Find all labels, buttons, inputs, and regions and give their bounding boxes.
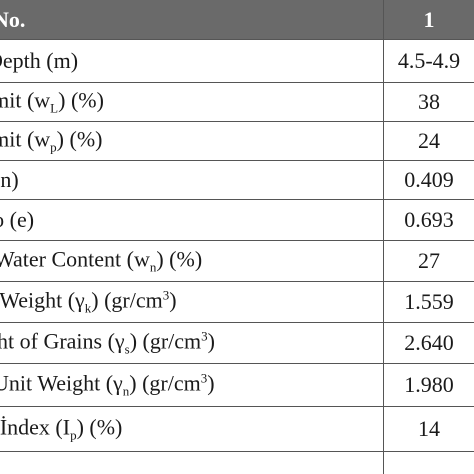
property-label-pre: io (e) (0, 206, 35, 232)
property-cell: io (e) (0, 199, 383, 240)
property-cell: ght of Grains (γs) (gr/cm3) (0, 322, 383, 363)
value-cell: 1.980 (384, 363, 474, 406)
property-label-pre: imit (w (0, 87, 51, 112)
header-label-cell: No. (0, 0, 383, 39)
property-cell: r İndex (Ip) (%) (0, 406, 383, 451)
property-cell: Water Content (wn) (%) (0, 240, 383, 281)
row-divider (0, 240, 474, 241)
property-label-mid: ) (%) (156, 246, 203, 271)
property-value: 2.640 (404, 329, 454, 355)
header-value-cell: 1 (384, 0, 474, 39)
property-cell: Depth (m) (0, 39, 383, 82)
property-cell: t Weight (γk) (gr/cm3) (0, 281, 383, 322)
property-cell: imit (wp) (%) (0, 121, 383, 160)
property-label-pre: Depth (m) (0, 47, 79, 73)
row-divider (0, 363, 474, 364)
value-cell: 2.640 (384, 322, 474, 363)
property-label: t Weight (γk) (gr/cm3) (0, 287, 177, 316)
table-row: r İndex (Ip) (%) 14 (0, 406, 474, 451)
property-label-sup: 3 (162, 287, 170, 302)
property-label-sub: n (122, 383, 130, 398)
row-divider (0, 281, 474, 282)
property-label-sup: 3 (201, 328, 208, 343)
property-label-sub: k (84, 300, 92, 315)
table-row: (n) 0.409 (0, 160, 474, 199)
row-divider (0, 406, 474, 407)
property-value: 27 (418, 247, 440, 273)
property-value: 0.693 (404, 206, 454, 232)
property-label: (n) (0, 167, 19, 193)
row-divider (0, 39, 474, 40)
table-row: imit (wL) (%) 38 (0, 82, 474, 121)
property-value: 24 (418, 127, 440, 153)
property-cell: imit (wL) (%) (0, 82, 383, 121)
table-row: t Weight (γk) (gr/cm3) 1.559 (0, 281, 474, 322)
property-label-mid: ) (%) (76, 414, 123, 439)
property-label-pre: Unit Weight (γ (0, 370, 123, 395)
property-label: Depth (m) (0, 48, 78, 74)
property-label: io (e) (0, 207, 34, 233)
property-label-mid: ) (%) (58, 87, 104, 112)
value-cell: 1.559 (384, 281, 474, 322)
value-cell: 27 (384, 240, 474, 281)
row-divider (0, 160, 474, 161)
property-label-sub: p (70, 427, 77, 442)
property-label-sub: s (124, 341, 130, 356)
value-cell: 0.693 (384, 199, 474, 240)
column-divider (383, 0, 384, 474)
property-label-pre: r İndex (I (0, 414, 71, 439)
property-label: Unit Weight (γn) (gr/cm3) (0, 370, 215, 399)
property-label-pre: imit (w (0, 126, 51, 151)
property-label-sub: L (50, 100, 59, 115)
row-divider (0, 121, 474, 122)
property-label: imit (wp) (%) (0, 126, 102, 155)
property-label-mid: ) (gr/cm (129, 370, 201, 395)
property-cell: (n) (0, 160, 383, 199)
property-label-pre: (n) (0, 166, 19, 192)
property-label: Water Content (wn) (%) (0, 246, 202, 275)
property-label-mid: ) (gr/cm (91, 287, 163, 312)
property-value: 38 (418, 88, 440, 114)
property-value: 14 (418, 415, 440, 441)
property-value: 4.5-4.9 (397, 47, 461, 73)
row-divider (0, 199, 474, 200)
property-value: 0.409 (404, 166, 454, 192)
property-label-sub: p (50, 139, 57, 154)
value-cell: 24 (384, 121, 474, 160)
property-label-mid: ) (%) (56, 126, 103, 151)
table-header-row: No. 1 (0, 0, 474, 39)
table-row: io (e) 0.693 (0, 199, 474, 240)
property-value: 1.559 (404, 288, 454, 314)
header-value: 1 (423, 6, 435, 32)
property-label: imit (wL) (%) (0, 87, 104, 116)
value-cell: 4.5-4.9 (384, 39, 474, 82)
header-label: No. (0, 6, 26, 32)
property-label: ght of Grains (γs) (gr/cm3) (0, 328, 215, 357)
value-cell: 0.409 (384, 160, 474, 199)
property-label-sub: n (149, 259, 157, 274)
property-label-post: ) (169, 287, 177, 312)
value-cell: 38 (384, 82, 474, 121)
property-label-mid: ) (gr/cm (129, 328, 202, 353)
row-divider (0, 82, 474, 83)
property-value: 1.980 (404, 371, 454, 397)
table-row: imit (wp) (%) 24 (0, 121, 474, 160)
table-row: ght of Grains (γs) (gr/cm3) 2.640 (0, 322, 474, 363)
property-label-pre: t Weight (γ (0, 287, 85, 312)
property-label-post: ) (207, 370, 215, 395)
row-divider (0, 451, 474, 452)
property-label-post: ) (207, 328, 215, 353)
property-label-pre: Water Content (w (0, 246, 150, 271)
property-label-sup: 3 (200, 370, 208, 385)
value-cell: 14 (384, 406, 474, 451)
row-divider (0, 322, 474, 323)
property-label-pre: ght of Grains (γ (0, 328, 125, 353)
property-label: r İndex (Ip) (%) (0, 414, 122, 443)
property-cell: Unit Weight (γn) (gr/cm3) (0, 363, 383, 406)
table-row: Water Content (wn) (%) 27 (0, 240, 474, 281)
table-row: Depth (m) 4.5-4.9 (0, 39, 474, 82)
table-row: Unit Weight (γn) (gr/cm3) 1.980 (0, 363, 474, 406)
